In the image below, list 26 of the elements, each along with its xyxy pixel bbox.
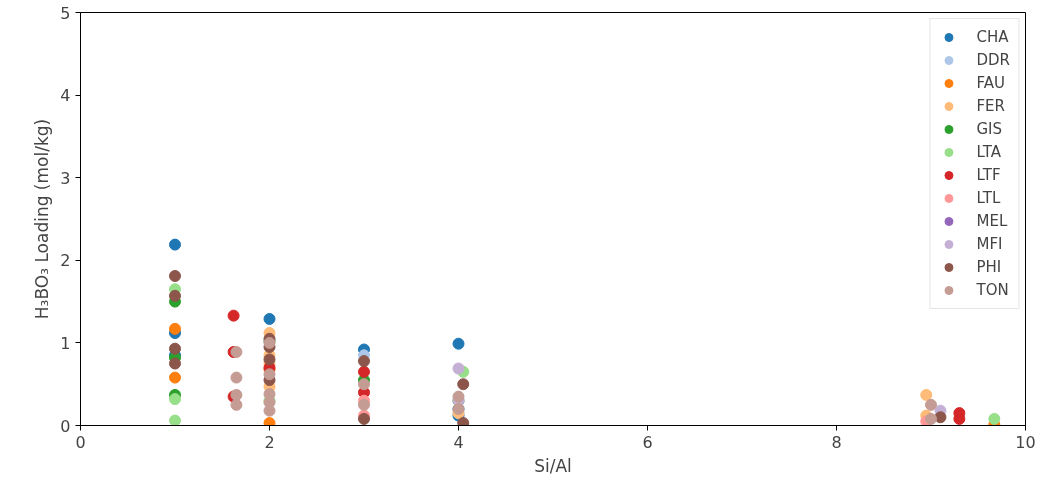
legend-label: FER bbox=[976, 97, 1005, 115]
legend-label: GIS bbox=[976, 120, 1003, 138]
legend-label: LTA bbox=[976, 143, 1002, 161]
x-tick-label: 6 bbox=[642, 432, 653, 452]
legend-label: FAU bbox=[976, 74, 1005, 92]
legend-label: TON bbox=[976, 281, 1009, 299]
y-tick-label: 0 bbox=[60, 416, 71, 436]
legend-label: PHI bbox=[976, 258, 1002, 276]
x-tick-label: 10 bbox=[1015, 432, 1036, 452]
x-axis-title: Si/Al bbox=[534, 455, 572, 476]
y-tick-label: 2 bbox=[60, 251, 71, 271]
legend-label: LTL bbox=[976, 189, 1001, 207]
x-tick-label: 8 bbox=[831, 432, 842, 452]
legend-label: DDR bbox=[976, 51, 1010, 69]
y-tick-label: 4 bbox=[60, 86, 71, 106]
x-tick-label: 0 bbox=[75, 432, 86, 452]
legend-label: MEL bbox=[976, 212, 1008, 230]
x-tick-label: 4 bbox=[453, 432, 464, 452]
x-tick-label: 2 bbox=[264, 432, 275, 452]
y-tick-label: 1 bbox=[60, 333, 71, 353]
y-tick-label: 5 bbox=[60, 3, 71, 23]
legend-label: MFI bbox=[976, 235, 1003, 253]
legend-label: CHA bbox=[976, 28, 1009, 46]
y-axis-title: H₃BO₃ Loading (mol/kg) bbox=[32, 118, 53, 320]
legend-label: LTF bbox=[976, 166, 1001, 184]
y-tick-label: 3 bbox=[60, 168, 71, 188]
